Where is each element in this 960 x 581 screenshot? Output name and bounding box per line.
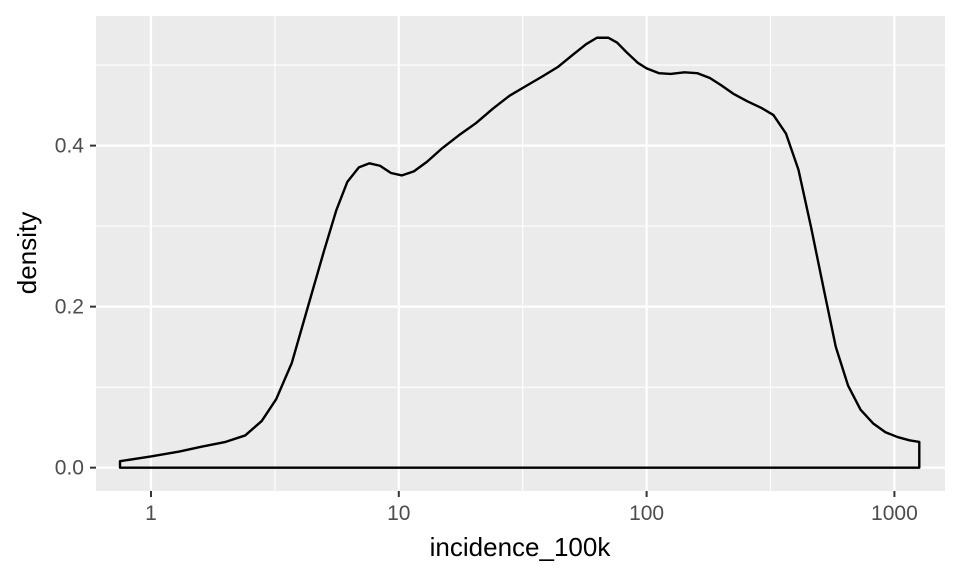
y-axis: 0.0 0.2 0.4: [55, 135, 96, 480]
y-tick-label: 0.4: [55, 135, 85, 158]
y-tick-label: 0.0: [55, 457, 84, 480]
density-curve: [118, 36, 921, 469]
x-tick-label: 1: [145, 502, 157, 525]
y-tick-label: 0.2: [55, 296, 84, 319]
minor-gridlines: [96, 16, 945, 491]
x-axis-title: incidence_100k: [430, 532, 612, 562]
plot-panel: [96, 16, 945, 491]
x-tick-label: 10: [387, 502, 410, 525]
density-series: [118, 36, 921, 469]
x-tick-label: 100: [629, 502, 664, 525]
y-axis-title: density: [12, 212, 42, 294]
x-axis: 1 10 100 1000: [145, 491, 918, 525]
x-tick-label: 1000: [871, 502, 918, 525]
